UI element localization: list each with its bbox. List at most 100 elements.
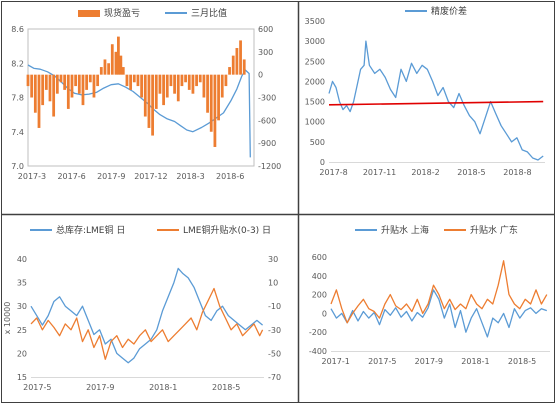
- legend-label: LME铜升贴水(0-3) 日: [183, 224, 271, 236]
- x-tick-label: 2017-8: [319, 168, 347, 177]
- bar-mark: [136, 74, 140, 87]
- bar-mark: [119, 55, 123, 75]
- y-left-tick-label: 1500: [305, 98, 325, 107]
- y-right-tick-label: -50: [268, 349, 281, 358]
- legend-label: 三月比值: [191, 7, 227, 19]
- bar-mark: [103, 59, 107, 75]
- x-tick-label: 2017-11: [363, 168, 396, 177]
- y-left-tick-label: 3000: [305, 37, 325, 46]
- legend-item: 三月比值: [165, 7, 227, 19]
- bar-mark: [70, 74, 74, 98]
- bar-mark: [88, 74, 92, 83]
- y-right-tick-label: -10: [268, 302, 281, 311]
- x-tick-label: 2017-12: [134, 172, 167, 181]
- bar-mark: [242, 59, 246, 75]
- legend-item: LME铜升贴水(0-3) 日: [157, 224, 271, 236]
- series-reference-line: [328, 100, 544, 106]
- bar-mark: [198, 74, 202, 83]
- y-right-tick-label: 300: [258, 48, 273, 57]
- y-unit-label: x 10000: [3, 302, 12, 335]
- x-tick-label: 2017-9: [415, 357, 443, 366]
- x-tick-label: 2018-5: [457, 168, 485, 177]
- bar-mark: [55, 74, 59, 94]
- legend-item: 总库存:LME铜 日: [30, 224, 125, 236]
- x-tick-label: 2017-1: [321, 357, 349, 366]
- bar-mark: [235, 48, 239, 75]
- y-right-tick-label: -900: [258, 139, 276, 148]
- bar-mark: [92, 74, 96, 98]
- bar-mark: [147, 74, 151, 128]
- bar-mark: [206, 74, 209, 113]
- x-tick-label: 2018-8: [503, 168, 531, 177]
- series-精废价差: [328, 40, 544, 161]
- bar-mark: [173, 74, 176, 94]
- y-left-tick-label: 7.0: [11, 162, 24, 171]
- bar-mark: [176, 74, 180, 102]
- bar-mark: [231, 55, 235, 75]
- y-right-tick-label: -1200: [258, 162, 281, 171]
- y-left-tick-label: 600: [312, 253, 327, 262]
- legend-item: 升贴水 广东: [444, 224, 518, 236]
- bar-mark: [77, 74, 81, 94]
- bar-mark: [162, 74, 165, 106]
- legend-item: 升贴水 上海: [355, 224, 429, 236]
- bar-mark: [169, 74, 173, 87]
- bar-mark: [213, 74, 217, 147]
- bar-mark: [224, 74, 228, 87]
- chart-ch1: 8.6 8.2 7.8 7.4 7.0 600 300 0 -300 -600 -900 -1200 2…: [11, 7, 281, 181]
- y-left-tick-label: 500: [310, 138, 325, 147]
- legend-label: 现货盈亏: [104, 7, 140, 19]
- x-tick-label: 2017-6: [57, 172, 85, 181]
- line-mark: [328, 40, 544, 161]
- y-left-tick-label: -400: [309, 347, 327, 356]
- y-right-tick-label: 0: [258, 71, 263, 80]
- y-left-tick-label: 8.2: [11, 59, 24, 68]
- y-right-tick-label: -70: [268, 373, 281, 382]
- bar-mark: [96, 74, 100, 87]
- y-left-tick-label: 30: [17, 302, 27, 311]
- y-left-tick-label: 35: [17, 279, 27, 288]
- line-mark: [330, 260, 548, 324]
- y-left-tick-label: 25: [17, 326, 27, 335]
- x-tick-label: 2017-3: [18, 172, 46, 181]
- bar-mark: [41, 74, 45, 106]
- bar-mark: [220, 74, 224, 98]
- bar-mark: [202, 74, 206, 98]
- y-right-tick-label: 600: [258, 25, 273, 34]
- legend-item: 现货盈亏: [78, 7, 140, 19]
- legend-item: 精废价差: [405, 5, 467, 17]
- bar-mark: [48, 74, 52, 102]
- bar-mark: [52, 74, 56, 117]
- series-升贴水 广东: [330, 260, 548, 324]
- bar-mark: [26, 74, 30, 87]
- bar-mark: [117, 36, 120, 75]
- legend-label: 升贴水 上海: [381, 224, 429, 236]
- y-left-tick-label: 200: [312, 291, 327, 300]
- bar-mark: [217, 74, 220, 121]
- bar-mark: [85, 74, 89, 90]
- bar-mark: [180, 74, 184, 87]
- bar-mark: [195, 74, 198, 87]
- bar-mark: [99, 67, 103, 75]
- y-left-tick-label: 2000: [305, 77, 325, 86]
- x-tick-label: 2017-9: [97, 172, 125, 181]
- y-left-tick-label: 2500: [305, 57, 325, 66]
- bar-mark: [114, 51, 118, 75]
- bar-mark: [132, 74, 136, 83]
- bar-mark: [37, 74, 41, 128]
- y-left-tick-label: 7.8: [11, 94, 24, 103]
- bar-mark: [143, 74, 147, 117]
- y-right-tick-label: 30: [268, 255, 278, 264]
- y-left-tick-label: 1000: [305, 118, 325, 127]
- bar-mark: [33, 74, 37, 113]
- y-left-tick-label: 0: [320, 158, 325, 167]
- bar-mark: [59, 74, 63, 83]
- y-left-tick-label: 0: [322, 309, 327, 318]
- x-tick-label: 2017-5: [368, 357, 396, 366]
- y-left-tick-label: 40: [17, 255, 27, 264]
- x-tick-label: 2018-3: [176, 172, 204, 181]
- chart-ch3: 40 35 30 25 20 15 30 10 -10 -30 -50 -70 2017-5 2017-9…: [3, 224, 281, 392]
- bar-mark: [191, 74, 195, 94]
- x-tick-label: 2018-2: [411, 168, 439, 177]
